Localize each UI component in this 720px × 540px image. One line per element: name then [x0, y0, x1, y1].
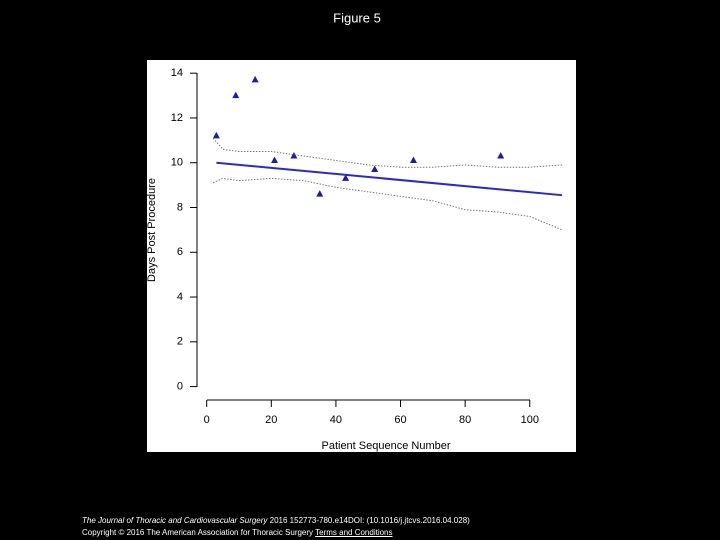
data-point — [290, 152, 298, 159]
data-point — [316, 190, 324, 197]
data-point — [271, 156, 279, 163]
chart: Figure 5 Patient Sequence Number Days Po… — [146, 10, 576, 452]
copyright-line: Copyright © 2016 The American Associatio… — [82, 528, 393, 537]
data-point — [212, 131, 220, 139]
journal: The Journal of Thoracic and Cardiovascul… — [82, 516, 268, 525]
fit-line — [216, 161, 563, 197]
confidence-band — [212, 137, 563, 168]
x-tick-label: 100 — [521, 414, 539, 426]
confidence-band — [212, 177, 563, 231]
y-tick-label: 14 — [171, 67, 183, 79]
copyright: Copyright © 2016 The American Associatio… — [82, 528, 314, 537]
y-tick-label: 0 — [177, 380, 183, 392]
x-tick-label: 0 — [204, 414, 210, 426]
x-tick-label: 40 — [330, 414, 342, 426]
data-point — [497, 152, 505, 159]
data-point — [232, 91, 240, 99]
y-tick-label: 10 — [171, 157, 183, 169]
x-axis-label: Patient Sequence Number — [321, 440, 450, 452]
x-tick-label: 80 — [459, 414, 471, 426]
y-axis-label: Days Post Procedure — [146, 178, 158, 282]
y-tick-label: 8 — [177, 201, 183, 213]
data-point — [409, 156, 417, 163]
y-tick-label: 12 — [171, 112, 183, 124]
x-tick-label: 20 — [265, 414, 277, 426]
citation-text: 2016 152773-780.e14DOI: (10.1016/j.jtcvs… — [269, 516, 470, 525]
chart-title: Figure 5 — [333, 10, 381, 25]
data-point — [251, 75, 259, 83]
x-tick-label: 60 — [394, 414, 406, 426]
plot-panel — [147, 60, 576, 452]
citation: The Journal of Thoracic and Cardiovascul… — [82, 516, 470, 525]
data-point — [371, 165, 379, 172]
y-tick-label: 6 — [177, 246, 183, 258]
data-point — [342, 174, 350, 181]
y-tick-label: 2 — [177, 336, 183, 348]
terms-link[interactable]: Terms and Conditions — [315, 528, 393, 537]
y-tick-label: 4 — [177, 291, 183, 303]
